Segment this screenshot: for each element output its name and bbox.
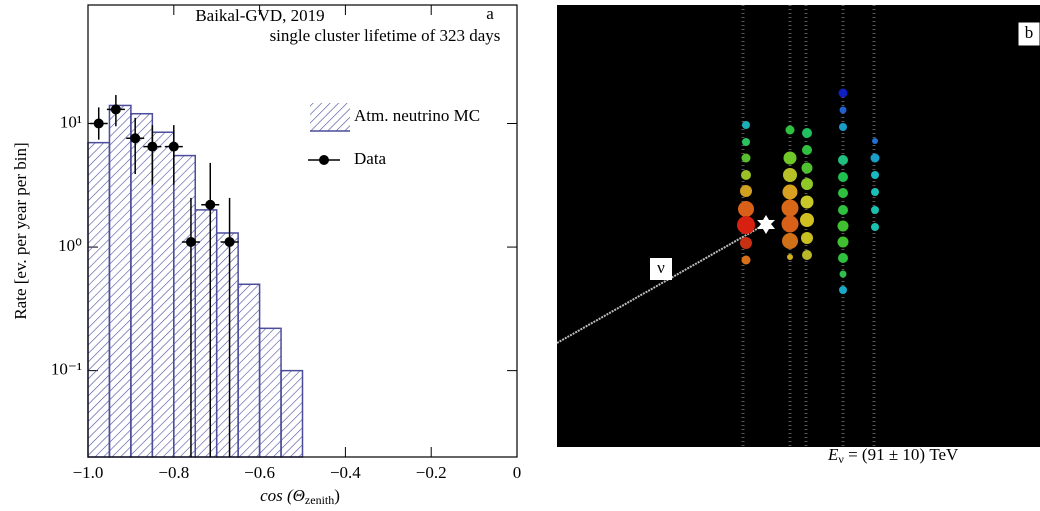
hist-bar	[194, 209, 218, 458]
track-label: ν	[657, 258, 665, 277]
panel-label: b	[1025, 23, 1034, 42]
y-tick-label: 10⁻¹	[51, 360, 82, 379]
panel-label-box	[1017, 21, 1040, 47]
data-point	[147, 141, 158, 152]
hist-bar	[108, 104, 132, 458]
energy-label: Eν = (91 ± 10) TeV	[827, 445, 959, 466]
data-point	[168, 141, 179, 152]
data-point	[110, 104, 121, 115]
panel-a: −1.0 −0.8 −0.6 −0.4 −0.2 0 10¹ 10⁰ 10⁻¹ Atm. neut…	[51, 5, 521, 482]
x-axis-label: cos (Θzenith)	[260, 486, 340, 507]
x-tick-label: −1.0	[73, 463, 104, 482]
data-point	[93, 118, 104, 129]
panel-b: b ν Eν = (91 ± 10) TeV	[556, 5, 1040, 466]
annotation: Baikal-GVD, 2019	[195, 6, 324, 25]
x-label-close: )	[334, 486, 340, 505]
annotation: single cluster lifetime of 323 days	[270, 26, 501, 45]
energy-rest: = (91 ± 10) TeV	[844, 445, 959, 464]
hist-bar	[130, 112, 154, 458]
plot-frame	[87, 4, 518, 458]
legend-swatch	[310, 103, 350, 131]
legend-swatch	[319, 155, 329, 165]
hits	[737, 88, 880, 294]
y-tick-label: 10⁰	[58, 236, 82, 255]
x-tick-label: −0.4	[330, 463, 361, 482]
hist-bar	[151, 131, 175, 458]
y-tick-label: 10¹	[60, 112, 82, 131]
x-label-sub: zenith	[305, 493, 334, 507]
legend-label: Data	[354, 149, 387, 168]
data-point	[224, 236, 235, 247]
panel-label: a	[486, 4, 494, 23]
x-tick-label: 0	[513, 463, 522, 482]
y-axis-label: Rate [ev. per year per bin]	[11, 142, 30, 319]
x-tick-label: −0.8	[158, 463, 189, 482]
hist-bar	[237, 283, 261, 458]
energy-sub: ν	[838, 452, 844, 466]
hist-bar	[87, 141, 111, 458]
vertex-star	[757, 215, 775, 234]
hist-bar	[280, 369, 304, 458]
track-label-box	[650, 258, 672, 280]
event-display	[557, 5, 1040, 447]
data-point	[205, 199, 216, 210]
hist-bar	[215, 232, 239, 458]
energy-symbol: E	[827, 445, 839, 464]
neutrino-track	[556, 225, 763, 344]
x-label-text: cos (Θ	[260, 486, 305, 505]
data-point	[185, 236, 196, 247]
hist-bar	[173, 154, 197, 458]
x-tick-label: −0.6	[244, 463, 275, 482]
data-point	[130, 133, 141, 144]
hist-bar	[258, 327, 282, 458]
legend-label: Atm. neutrino MC	[354, 106, 480, 125]
x-tick-label: −0.2	[416, 463, 447, 482]
